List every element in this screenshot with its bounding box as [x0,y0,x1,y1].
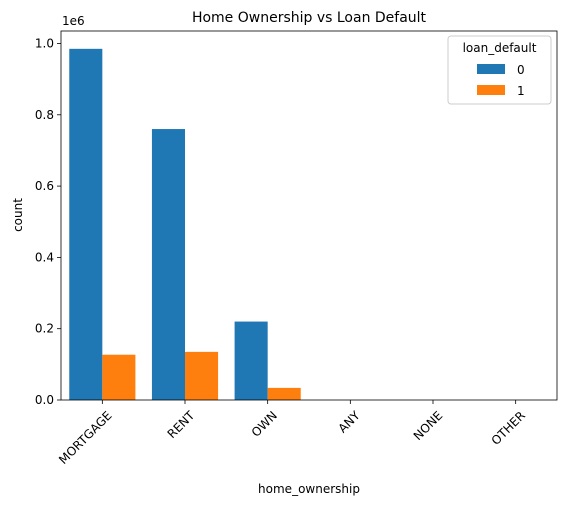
legend-label-0: 0 [517,63,525,77]
legend-title: loan_default [463,41,537,55]
x-tick-label-any: ANY [335,408,363,436]
x-ticks-group: MORTGAGE RENT OWN ANY NONE OTHER [56,400,528,467]
bar-own-series-1 [267,387,301,400]
legend-label-1: 1 [517,84,525,98]
y-tick-label: 1.0 [35,36,54,50]
chart-title: Home Ownership vs Loan Default [192,10,427,26]
y-tick-label: 0.0 [35,393,54,407]
x-tick-label-rent: RENT [165,408,198,441]
bars-group [69,48,301,401]
x-tick-label-mortgage: MORTGAGE [56,408,115,467]
x-tick-label-own: OWN [249,408,280,439]
bar-rent-series-0 [151,129,185,401]
legend-swatch-1 [477,85,505,95]
bar-mortgage-series-1 [102,354,136,400]
y-axis-label: count [11,198,25,232]
plot-frame [60,30,558,401]
bar-own-series-0 [234,321,268,400]
legend: loan_default 01 [447,35,552,105]
bar-rent-series-1 [185,351,219,400]
legend-items: 01 [477,63,525,98]
y-tick-label: 0.8 [35,108,54,122]
y-offset-label: 1e6 [62,14,85,28]
y-ticks-group: 0.0 0.2 0.4 0.6 0.8 1.0 [35,36,61,407]
bar-mortgage-series-0 [69,48,103,401]
x-tick-label-other: OTHER [489,408,528,447]
y-tick-label: 0.2 [35,322,54,336]
y-tick-label: 0.4 [35,250,54,264]
legend-swatch-0 [477,64,505,74]
x-axis-label: home_ownership [258,482,360,496]
y-tick-label: 0.6 [35,179,54,193]
x-tick-label-none: NONE [411,408,446,443]
